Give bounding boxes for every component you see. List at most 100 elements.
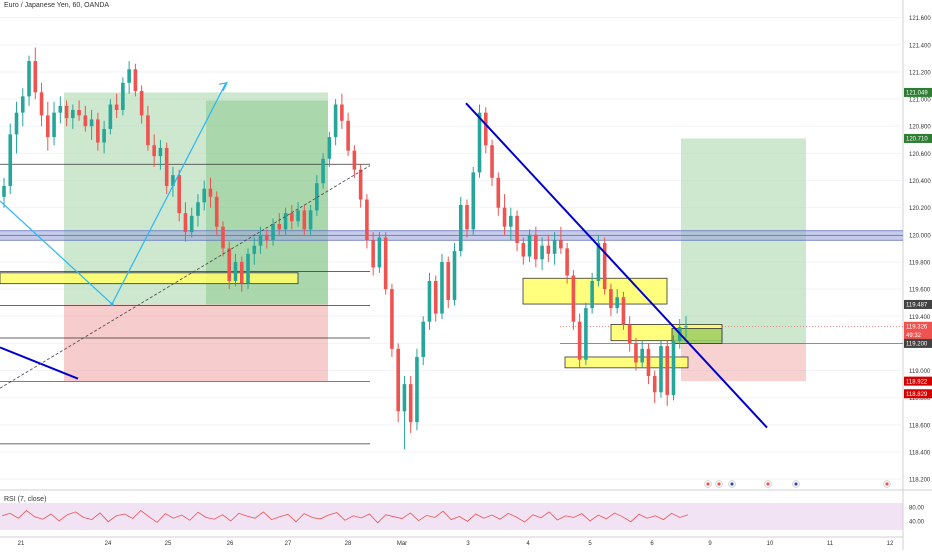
candle-body (665, 346, 670, 395)
candle-body (577, 321, 582, 360)
candle-body (509, 215, 513, 227)
candle-body (233, 261, 238, 281)
candle-body (302, 210, 307, 230)
price-axis-label: 120.200 (909, 206, 931, 212)
candle-body (33, 61, 38, 93)
price-axis-label: 121.200 (909, 70, 931, 76)
candle-body (271, 223, 275, 241)
candle-body (483, 112, 488, 146)
candle-body (340, 104, 344, 121)
candle-body (8, 134, 13, 186)
time-axis-label: 6 (650, 541, 654, 547)
candle-body (415, 356, 419, 423)
candle-body (684, 326, 688, 328)
candle-body (208, 188, 213, 197)
candle-body (352, 150, 357, 170)
time-axis-label: 21 (18, 541, 25, 547)
candle-body (221, 226, 225, 249)
candle-body (139, 90, 144, 116)
price-tag (904, 330, 932, 340)
candle-body (590, 280, 594, 309)
candle-body (246, 253, 250, 284)
time-axis-label: 27 (285, 541, 292, 547)
candle-body (408, 384, 413, 423)
candle-body (83, 115, 88, 127)
candle-body (490, 145, 494, 178)
candle-body (27, 61, 31, 97)
candle-body (602, 242, 607, 290)
candle-body (77, 109, 81, 116)
price-axis-label: 119.000 (909, 369, 931, 375)
price-tag-label: 49:32 (906, 333, 922, 339)
candle-body (452, 251, 457, 300)
candle-body (52, 112, 56, 138)
candle-body (521, 242, 526, 257)
candle-body (252, 245, 257, 254)
dashed-trendline (0, 165, 371, 389)
candle-body (171, 175, 175, 186)
candle-body (502, 207, 507, 227)
price-tag-label: 118.922 (906, 379, 928, 385)
candle-body (546, 245, 551, 254)
candle-body (2, 185, 6, 197)
price-axis-label: 121.400 (909, 43, 931, 49)
price-axis-label: 119.600 (909, 288, 931, 294)
candle-body (659, 346, 663, 393)
trendline-left (0, 346, 79, 380)
candle-body (127, 69, 131, 83)
price-axis-label: 120.400 (909, 179, 931, 185)
candle-body (458, 204, 463, 252)
candle-body (596, 242, 601, 281)
time-axis-label: 5 (588, 541, 592, 547)
candle-body (71, 109, 75, 119)
candle-body (108, 104, 113, 129)
rsi-axis-label: 80.00 (909, 506, 925, 512)
candle-body (496, 177, 501, 208)
candle-body (627, 324, 632, 344)
price-axis-label: 121.600 (909, 16, 931, 22)
candle-body (239, 261, 244, 284)
projection-arrow-head (218, 82, 229, 92)
candle-body (377, 237, 382, 268)
candle-body (102, 128, 106, 143)
candle-body (421, 321, 426, 357)
event-marker-dot (717, 482, 721, 486)
price-tag (904, 87, 932, 97)
candle-body (646, 348, 651, 376)
candle-body (471, 172, 476, 230)
price-axis-label: 118.200 (909, 478, 931, 484)
event-marker-dot (766, 482, 770, 486)
rsi-label: RSI (7, close) (4, 496, 47, 503)
time-axis-label: 25 (165, 541, 172, 547)
candle-body (290, 213, 294, 222)
candle-body (14, 112, 19, 135)
candle-body (146, 115, 150, 146)
projection-pivot (110, 302, 114, 306)
time-axis-label: 9 (708, 541, 712, 547)
price-tag-label: 119.326 (906, 325, 928, 331)
time-axis-label: 12 (887, 541, 894, 547)
candle-body (45, 115, 50, 138)
time-axis-label: 3 (466, 541, 470, 547)
price-tag-label: 119.200 (906, 342, 928, 348)
event-marker-dot (706, 482, 710, 486)
candle-body (114, 104, 119, 110)
candle-body (121, 82, 125, 110)
candle-body (652, 375, 657, 393)
candle-body (158, 147, 163, 157)
candle-body (96, 119, 100, 143)
candle-body (308, 210, 313, 230)
candle-body (433, 280, 438, 314)
candle-body (346, 120, 350, 151)
candle-body (296, 210, 300, 222)
price-tag-label: 119.487 (906, 303, 928, 309)
candle-body (540, 245, 544, 260)
candle-body (565, 248, 569, 276)
price-axis-label: 118.400 (909, 450, 931, 456)
candle-body (258, 234, 263, 246)
price-axis-label: 120.600 (909, 152, 931, 158)
price-tag (904, 338, 932, 348)
candle-body (315, 183, 319, 211)
